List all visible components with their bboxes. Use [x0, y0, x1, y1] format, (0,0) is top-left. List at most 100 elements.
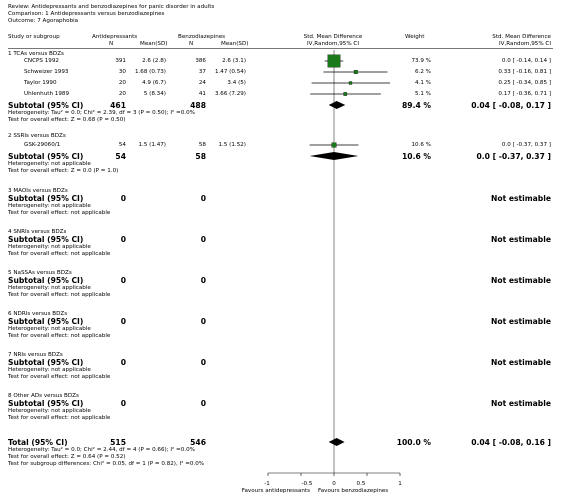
subgroup-title: 8 Other ADs versus BDZs — [8, 393, 79, 399]
subtotal-n1: 0 — [120, 317, 126, 326]
col-smd-sub2: IV,Random,95% CI — [499, 41, 551, 47]
col-meansd1: Mean(SD) — [140, 41, 168, 47]
study-weight: 6.2 % — [415, 69, 431, 75]
overall-effect-test: Test for overall effect: not applicable — [8, 292, 111, 298]
study-name: Uhlenhuth 1989 — [24, 91, 70, 97]
overall-effect-test: Test for overall effect: not applicable — [8, 415, 111, 421]
col-study: Study or subgroup — [8, 34, 60, 40]
total-ci: 0.04 [ -0.08, 0.16 ] — [471, 438, 551, 447]
subtotal-n2: 0 — [200, 317, 206, 326]
study-meansd2: 3.4 (5) — [227, 80, 246, 86]
total-n1: 515 — [110, 438, 126, 447]
study-point-estimate — [353, 70, 358, 74]
overall-effect-test: Test for overall effect: Z = 0.68 (P = 0… — [8, 117, 126, 123]
study-n1: 30 — [118, 69, 126, 75]
study-n2: 24 — [198, 80, 206, 86]
total-heterogeneity: Heterogeneity: Tau² = 0.0; Chi² = 2.44, … — [8, 447, 195, 453]
study-ci: 0.0 [ -0.14, 0.14 ] — [501, 58, 551, 64]
col-smd-title2: Std. Mean Difference — [492, 34, 551, 40]
overall-effect-test: Test for overall effect: not applicable — [8, 251, 111, 257]
subgroup-title: 2 SSRIs versus BDZs — [8, 133, 66, 139]
overall-effect-test: Test for overall effect: not applicable — [8, 374, 111, 380]
study-point-estimate — [331, 142, 337, 148]
study-weight: 4.1 % — [415, 80, 431, 86]
subtotal-ci: Not estimable — [491, 317, 551, 326]
heterogeneity: Heterogeneity: Tau² = 0.0; Chi² = 2.39, … — [8, 110, 195, 116]
study-point-estimate — [348, 81, 353, 85]
subtotal-label: Subtotal (95% CI) — [8, 399, 84, 408]
study-meansd2: 1.47 (0.54) — [214, 69, 246, 75]
study-n1: 391 — [115, 58, 126, 64]
subtotal-label: Subtotal (95% CI) — [8, 276, 84, 285]
col-group2: Benzodiazepines — [178, 34, 226, 40]
x-tick-label: 1 — [398, 481, 402, 487]
subtotal-ci: Not estimable — [491, 358, 551, 367]
col-n1: N — [109, 41, 114, 47]
study-ci: 0.25 [ -0.34, 0.85 ] — [498, 80, 551, 86]
subgroup-title: 3 MAOIs versus BDZs — [8, 188, 68, 194]
heterogeneity: Heterogeneity: not applicable — [8, 161, 91, 167]
subtotal-ci: 0.04 [ -0.08, 0.17 ] — [471, 101, 551, 110]
total-weight: 100.0 % — [396, 438, 431, 447]
subtotal-ci: Not estimable — [491, 276, 551, 285]
subtotal-weight: 89.4 % — [402, 101, 431, 110]
subtotal-n2: 0 — [200, 235, 206, 244]
x-tick-label: -1 — [264, 481, 270, 487]
study-name: CNCPS 1992 — [24, 58, 59, 64]
x-tick-label: 0.5 — [356, 481, 366, 487]
subtotal-label: Subtotal (95% CI) — [8, 235, 84, 244]
overall-effect-test: Test for overall effect: Z = 0.0 (P = 1.… — [8, 168, 119, 174]
pooled-diamond — [328, 438, 345, 446]
subtotal-ci: Not estimable — [491, 194, 551, 203]
col-n2: N — [189, 41, 194, 47]
study-meansd2: 3.66 (7.29) — [214, 91, 246, 97]
study-meansd1: 1.5 (1.47) — [138, 142, 167, 148]
subtotal-n1: 0 — [120, 276, 126, 285]
subtotal-n2: 58 — [195, 152, 206, 161]
overall-effect-test: Test for overall effect: not applicable — [8, 210, 111, 216]
subgroup-title: 5 NaSSAs versus BDZs — [8, 270, 72, 276]
study-n1: 54 — [118, 142, 126, 148]
subtotal-n2: 488 — [190, 101, 206, 110]
study-n2: 386 — [195, 58, 206, 64]
study-n2: 58 — [198, 142, 206, 148]
subtotal-label: Subtotal (95% CI) — [8, 194, 84, 203]
study-n2: 41 — [198, 91, 206, 97]
subtotal-weight: 10.6 % — [402, 152, 431, 161]
subtotal-n1: 54 — [115, 152, 126, 161]
study-n2: 37 — [198, 69, 206, 75]
heterogeneity: Heterogeneity: not applicable — [8, 326, 91, 332]
subtotal-n2: 0 — [200, 276, 206, 285]
subtotal-n1: 0 — [120, 399, 126, 408]
subtotal-label: Subtotal (95% CI) — [8, 317, 84, 326]
study-meansd1: 2.6 (2.8) — [142, 58, 166, 64]
study-meansd2: 1.5 (1.52) — [218, 142, 247, 148]
subtotal-n2: 0 — [200, 358, 206, 367]
study-ci: 0.0 [ -0.37, 0.37 ] — [501, 142, 551, 148]
subgroup-title: 1 TCAs versus BDZs — [8, 51, 64, 57]
header-rule — [8, 48, 553, 49]
subtotal-label: Subtotal (95% CI) — [8, 152, 84, 161]
subgroup-differences-test: Test for subgroup differences: Chi² = 0.… — [8, 461, 205, 467]
study-name: GSK-29060/1 — [24, 142, 61, 148]
subtotal-n1: 461 — [110, 101, 126, 110]
study-name: Taylor 1990 — [24, 80, 57, 86]
col-weight: Weight — [405, 34, 425, 40]
subtotal-n2: 0 — [200, 194, 206, 203]
study-meansd1: 4.9 (6.7) — [142, 80, 166, 86]
study-weight: 10.6 % — [411, 142, 431, 148]
study-meansd2: 2.6 (3.1) — [222, 58, 246, 64]
subgroup-title: 7 NRIs versus BDZs — [8, 352, 63, 358]
total-label: Total (95% CI) — [8, 438, 68, 447]
heterogeneity: Heterogeneity: not applicable — [8, 203, 91, 209]
review-title: Review: Antidepressants and benzodiazepi… — [8, 4, 215, 10]
x-label-right: Favours benzodiazepines — [318, 488, 389, 494]
study-point-estimate — [327, 54, 341, 68]
overall-effect-test: Test for overall effect: not applicable — [8, 333, 111, 339]
col-smd-sub: IV,Random,95% CI — [307, 41, 359, 47]
study-ci: 0.33 [ -0.16, 0.81 ] — [498, 69, 551, 75]
study-weight: 5.1 % — [415, 91, 431, 97]
subtotal-label: Subtotal (95% CI) — [8, 358, 84, 367]
study-name: Schweizer 1993 — [24, 69, 69, 75]
study-n1: 20 — [118, 80, 126, 86]
